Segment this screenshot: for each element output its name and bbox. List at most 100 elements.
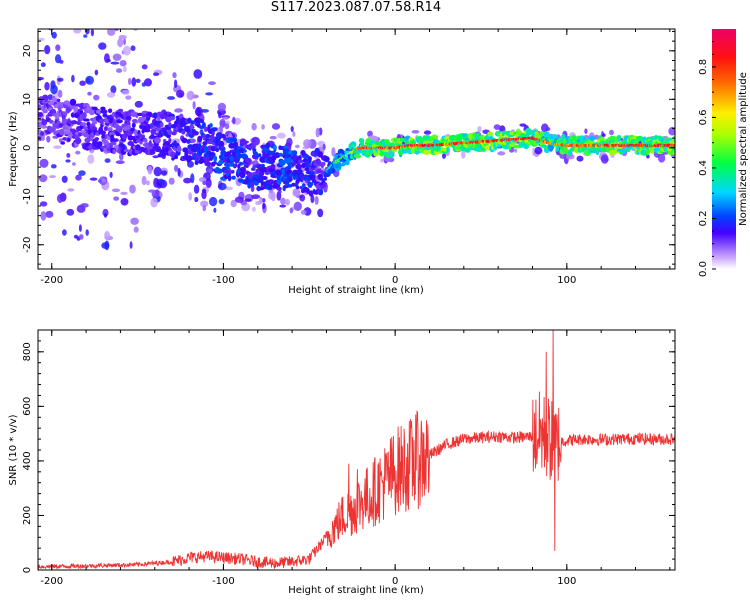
spectrogram-cell: [132, 29, 139, 31]
spectrogram-cell: [600, 154, 609, 164]
y-tick-label: 20: [22, 44, 33, 57]
spectrogram-cell: [60, 29, 64, 30]
spectrogram-cell: [559, 153, 567, 159]
spectrogram-cell: [234, 163, 238, 168]
spectrogram-cell: [128, 77, 132, 86]
x-tick-label: 0: [392, 576, 398, 587]
spectrogram-cell: [75, 131, 80, 135]
spectrogram-cell: [269, 135, 277, 140]
spectrogram-cell: [353, 154, 361, 159]
spectrogram-cell: [323, 156, 330, 163]
spectrogram-cell: [323, 187, 328, 193]
spectrogram-cell: [123, 38, 126, 46]
spectrogram-cell: [539, 130, 545, 138]
spectrogram-cell: [174, 79, 178, 88]
spectrogram-cell: [70, 120, 78, 125]
spectrogram-cell: [308, 173, 316, 181]
spectrogram-cell: [286, 137, 293, 147]
spectrogram-cell: [54, 114, 59, 119]
spectrogram-cell: [44, 96, 48, 103]
spectrogram-cell: [186, 90, 195, 101]
spectrogram-cell: [439, 149, 443, 154]
spectrogram-cell: [148, 189, 156, 193]
spectrogram-cell: [201, 190, 207, 200]
spectrogram-cell: [57, 77, 64, 82]
spectrogram-cell: [176, 89, 185, 98]
spectrogram-cell: [194, 196, 199, 203]
spectrogram-cell: [42, 8, 49, 16]
spectrogram-cell: [93, 94, 100, 101]
spectrogram-cell: [130, 217, 139, 225]
y-tick-label: 10: [22, 93, 33, 106]
spectrogram-cell: [69, 98, 77, 106]
spectrogram-cell: [192, 101, 196, 110]
y-tick-label: 600: [22, 397, 33, 416]
spectrogram-cell: [220, 145, 225, 150]
spectrogram-cell: [617, 135, 621, 142]
spectrogram-cell: [64, 130, 69, 135]
spectrogram-cell: [215, 147, 219, 153]
spectrogram-cell: [141, 64, 148, 70]
spectrogram-cell: [283, 145, 288, 150]
spectrogram-cell: [134, 100, 143, 108]
spectrogram-cell: [154, 137, 161, 144]
spectrogram-cell: [102, 208, 109, 217]
spectrogram-cell: [258, 186, 265, 191]
spectrogram-cell: [238, 148, 246, 154]
spectrogram-cell: [79, 80, 86, 86]
spectrogram-cell: [268, 150, 276, 156]
spectrogram-cell: [650, 147, 654, 154]
spectrogram-cell: [79, 234, 84, 240]
spectrogram-cell: [534, 146, 543, 155]
spectrogram-cell: [206, 139, 214, 145]
spectrogram-cell: [276, 191, 282, 201]
spectrogram-cell: [301, 162, 307, 168]
spectrogram-cell: [85, 75, 94, 85]
spectrogram-cell: [104, 212, 107, 218]
spectrogram-cell: [284, 198, 290, 206]
snr-frame: [37, 329, 676, 571]
spectrogram-cell: [237, 153, 243, 159]
spectrogram-cell: [168, 177, 175, 185]
x-tick-label: 100: [557, 576, 576, 587]
spectrogram-cell: [273, 152, 281, 159]
spectrogram-cell: [159, 122, 164, 128]
spectrogram-cell: [446, 146, 450, 153]
spectrogram-cell: [153, 166, 162, 177]
spectrogram-cell: [75, 150, 81, 155]
spectrogram-cell: [73, 29, 82, 34]
spectrogram-cell: [255, 201, 262, 205]
spectrogram-cell: [234, 196, 244, 203]
spectrogram-cell: [351, 143, 356, 148]
spectrogram-cell: [276, 186, 282, 191]
spectrogram-cell: [83, 118, 90, 122]
spectrogram-cell: [90, 10, 95, 20]
spectrogram-cell: [672, 135, 675, 143]
spectrogram-cell: [56, 98, 61, 103]
spectrogram-cell: [122, 65, 127, 73]
spectrogram-cell: [167, 129, 173, 136]
spectrogram-cell: [218, 112, 222, 119]
spectrogram-cell: [190, 173, 195, 184]
spectrogram-cell: [181, 137, 188, 144]
spectrogram-cell: [104, 158, 111, 163]
y-tick-label: 400: [22, 451, 33, 470]
spectrogram-cell: [230, 137, 238, 143]
spectrogram-cell: [193, 184, 200, 194]
snr-panel: -200 -100 0 100 0 200 400 600 800 Height of stra…: [8, 329, 676, 596]
spectrogram-cell: [168, 116, 176, 121]
spectrogram-cell: [60, 141, 65, 145]
spectrogram-cell: [285, 166, 292, 171]
spectrogram-cell: [127, 141, 134, 146]
spectrogram-cell: [156, 114, 161, 122]
spectrogram-cell: [40, 211, 47, 221]
spectrogram-cell: [268, 189, 274, 193]
spectrogram-cell: [292, 131, 296, 138]
spectrogram-cell: [534, 133, 541, 138]
spectrogram-cell: [41, 119, 48, 126]
spectrogram-cell: [44, 45, 51, 55]
spectrogram-cell: [110, 61, 120, 65]
spectrogram-cell: [59, 59, 64, 64]
spectrogram-cell: [493, 124, 501, 130]
